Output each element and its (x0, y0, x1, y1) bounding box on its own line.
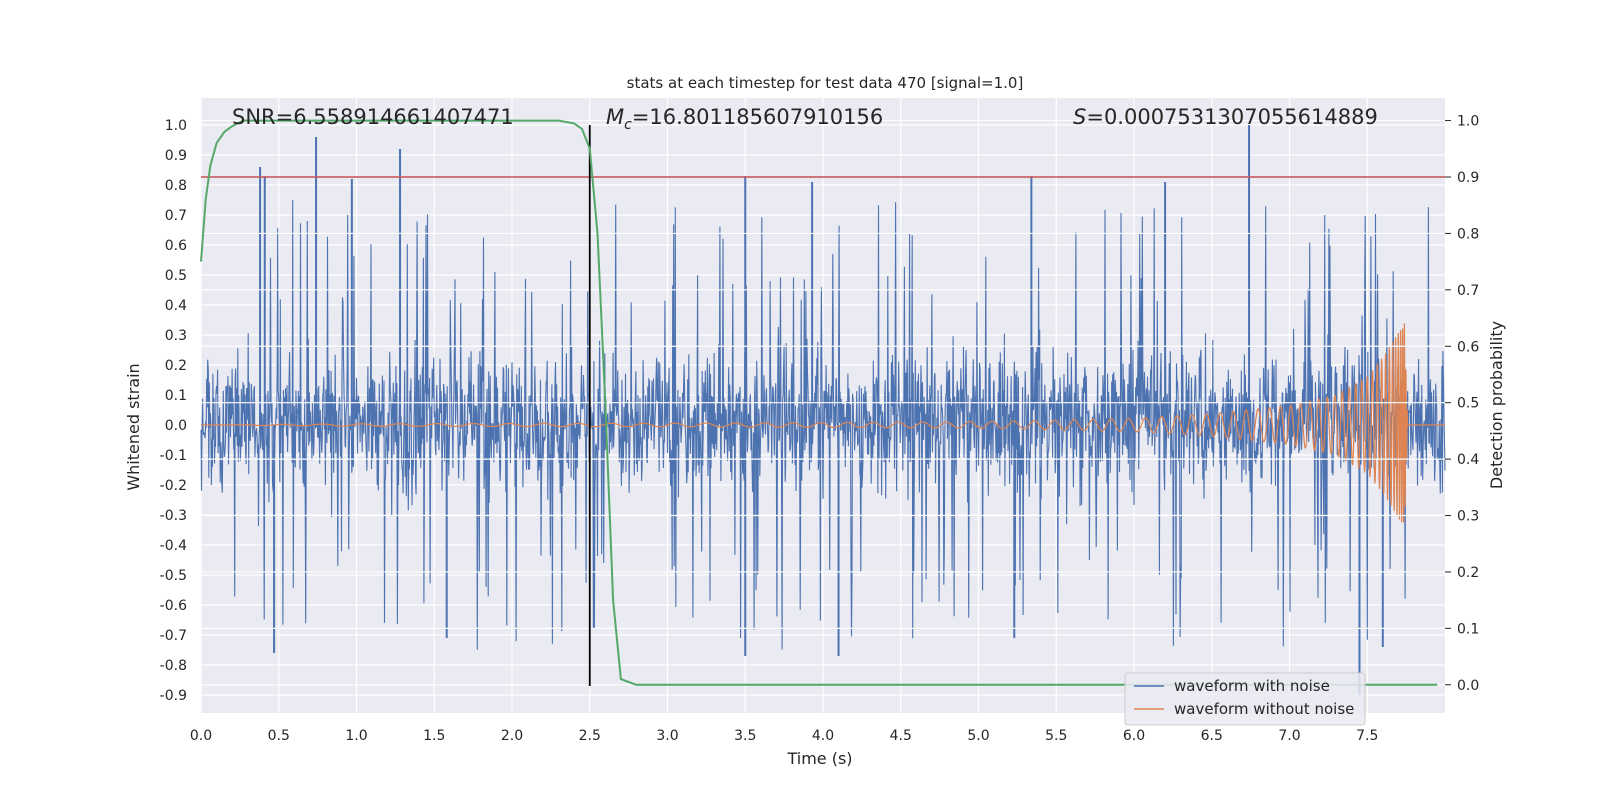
x-tick-label: 7.5 (1356, 728, 1378, 744)
chirp-mass-annotation: Mc=16.801185607910156 (606, 105, 883, 133)
y2-tick-label: 0.2 (1457, 565, 1479, 581)
y-tick-label: -0.4 (160, 538, 187, 554)
x-tick-label: 1.0 (345, 728, 367, 744)
y-tick-label: 0.3 (165, 328, 187, 344)
y2-tick-label: 0.9 (1457, 170, 1479, 186)
y2-tick-label: 0.6 (1457, 339, 1479, 355)
snr-annotation: SNR=6.558914661407471 (232, 105, 514, 129)
chart-title: stats at each timestep for test data 470… (627, 74, 1024, 92)
chirp-mass-value: =16.801185607910156 (632, 105, 883, 129)
clean-chirp-trace (201, 323, 1445, 523)
y2-tick-label: 0.5 (1457, 396, 1479, 412)
legend-label-noise: waveform with noise (1174, 677, 1330, 695)
x-tick-label: 4.0 (812, 728, 834, 744)
y2-tick-label: 0.1 (1457, 621, 1479, 637)
x-tick-label: 5.0 (967, 728, 989, 744)
y-axis-ticks: 1.0 0.9 0.8 0.7 0.6 0.5 0.4 0.3 0.2 0.1 0.0 -0.1 -0.… (160, 118, 187, 704)
y-tick-label: -0.2 (160, 478, 187, 494)
snr-statistic-annotation: S=0.0007531307055614889 (1073, 105, 1378, 129)
y2-tick-label: 0.4 (1457, 452, 1479, 468)
y-tick-label: 0.0 (165, 418, 187, 434)
y-tick-label: -0.8 (160, 658, 187, 674)
y-tick-label: 1.0 (165, 118, 187, 134)
x-tick-label: 4.5 (890, 728, 912, 744)
legend: waveform with noise waveform without noi… (1124, 672, 1366, 726)
y2-tick-label: 0.8 (1457, 226, 1479, 242)
x-tick-label: 0.5 (268, 728, 290, 744)
y2-tick-label: 0.3 (1457, 509, 1479, 525)
y-tick-label: 0.2 (165, 358, 187, 374)
s-value: =0.0007531307055614889 (1086, 105, 1378, 129)
y-tick-label: -0.3 (160, 508, 187, 524)
y2-tick-label: 0.0 (1457, 678, 1479, 694)
y-tick-label: 0.6 (165, 238, 187, 254)
x-tick-label: 6.0 (1123, 728, 1145, 744)
y2-tick-label: 0.7 (1457, 283, 1479, 299)
y-axis-label: Whitened strain (124, 363, 143, 490)
y2-axis-ticks: 1.0 0.9 0.8 0.7 0.6 0.5 0.4 0.3 0.2 0.1 0.0 (1445, 114, 1479, 694)
x-tick-label: 2.0 (501, 728, 523, 744)
x-tick-label: 3.0 (656, 728, 678, 744)
x-tick-label: 5.5 (1045, 728, 1067, 744)
y-tick-label: -0.5 (160, 568, 187, 584)
x-tick-label: 3.5 (734, 728, 756, 744)
y2-axis-label: Detection probability (1487, 321, 1506, 489)
x-axis-label: Time (s) (786, 749, 852, 768)
x-axis-ticks: 0.0 0.5 1.0 1.5 2.0 2.5 3.0 3.5 4.0 4.5 5.0 5.5 6.0 6… (190, 728, 1379, 744)
chirp-mass-symbol: M (606, 105, 624, 129)
y-tick-label: -0.6 (160, 598, 187, 614)
s-symbol: S (1073, 105, 1086, 129)
y-tick-label: 0.9 (165, 148, 187, 164)
y-tick-label: -0.9 (160, 688, 187, 704)
x-tick-label: 0.0 (190, 728, 212, 744)
y-tick-label: -0.1 (160, 448, 187, 464)
legend-label-clean: waveform without noise (1174, 700, 1354, 718)
x-tick-label: 6.5 (1201, 728, 1223, 744)
legend-box (1124, 672, 1366, 726)
x-tick-label: 1.5 (423, 728, 445, 744)
x-tick-label: 7.0 (1278, 728, 1300, 744)
series-waveform-without-noise (201, 323, 1445, 523)
plot-area (200, 98, 1446, 713)
chirp-mass-subscript: c (624, 117, 632, 133)
y-tick-label: 0.4 (165, 298, 187, 314)
series-detection-probability (200, 119, 1438, 686)
noise-trace (200, 199, 1446, 650)
y-tick-label: -0.7 (160, 628, 187, 644)
x-tick-label: 2.5 (579, 728, 601, 744)
y-tick-label: 0.5 (165, 268, 187, 284)
y-tick-label: 0.7 (165, 208, 187, 224)
y-tick-label: 0.8 (165, 178, 187, 194)
y-tick-label: 0.1 (165, 388, 187, 404)
y2-tick-label: 1.0 (1457, 114, 1479, 130)
